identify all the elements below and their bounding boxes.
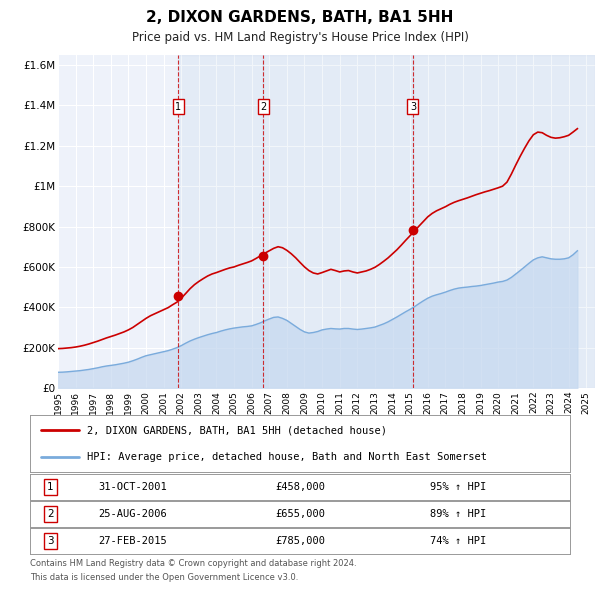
Text: £785,000: £785,000 — [275, 536, 325, 546]
Text: 2, DIXON GARDENS, BATH, BA1 5HH (detached house): 2, DIXON GARDENS, BATH, BA1 5HH (detache… — [86, 425, 387, 435]
Bar — [413, 55, 595, 388]
Text: 95% ↑ HPI: 95% ↑ HPI — [430, 482, 486, 492]
Text: 74% ↑ HPI: 74% ↑ HPI — [430, 536, 486, 546]
Text: 31-OCT-2001: 31-OCT-2001 — [98, 482, 167, 492]
Bar — [263, 55, 413, 388]
Text: 1: 1 — [175, 101, 181, 112]
Text: This data is licensed under the Open Government Licence v3.0.: This data is licensed under the Open Gov… — [30, 573, 298, 582]
Text: 2: 2 — [47, 509, 54, 519]
Text: 27-FEB-2015: 27-FEB-2015 — [98, 536, 167, 546]
Text: 3: 3 — [47, 536, 54, 546]
Text: 89% ↑ HPI: 89% ↑ HPI — [430, 509, 486, 519]
Text: £655,000: £655,000 — [275, 509, 325, 519]
Text: 25-AUG-2006: 25-AUG-2006 — [98, 509, 167, 519]
Text: Contains HM Land Registry data © Crown copyright and database right 2024.: Contains HM Land Registry data © Crown c… — [30, 559, 356, 569]
Text: £458,000: £458,000 — [275, 482, 325, 492]
Text: 3: 3 — [410, 101, 416, 112]
Text: HPI: Average price, detached house, Bath and North East Somerset: HPI: Average price, detached house, Bath… — [86, 451, 487, 461]
Text: 2: 2 — [260, 101, 266, 112]
Text: Price paid vs. HM Land Registry's House Price Index (HPI): Price paid vs. HM Land Registry's House … — [131, 31, 469, 44]
Text: 2, DIXON GARDENS, BATH, BA1 5HH: 2, DIXON GARDENS, BATH, BA1 5HH — [146, 11, 454, 25]
Bar — [178, 55, 263, 388]
Text: 1: 1 — [47, 482, 54, 492]
